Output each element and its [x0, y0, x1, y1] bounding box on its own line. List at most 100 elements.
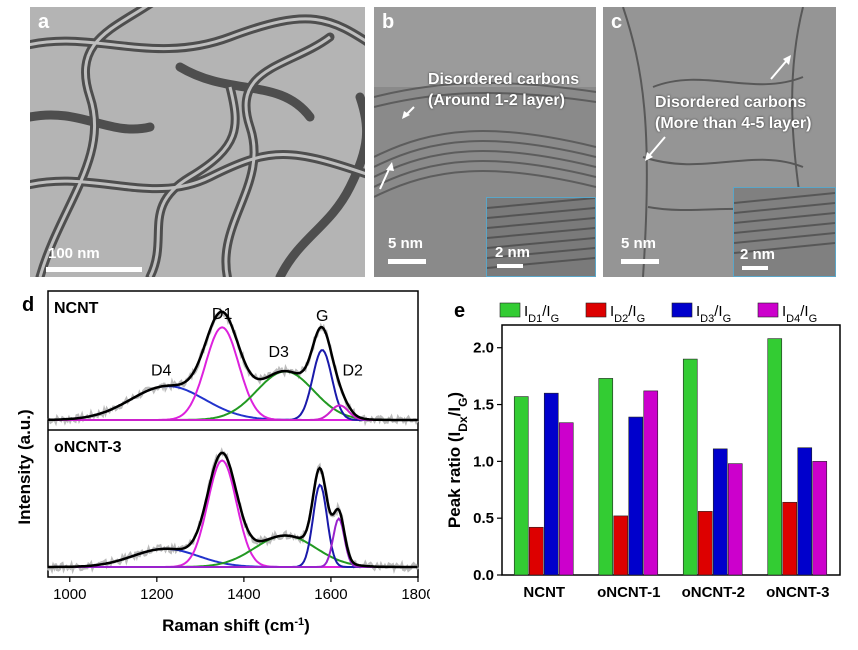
- tem-c-texture: [603, 7, 836, 277]
- bar-ylabel: Peak ratio (IDx/IG): [445, 392, 470, 528]
- bar-ylabel-mid: /I: [445, 407, 464, 416]
- inset-scale-label-b: 2 nm: [495, 244, 531, 261]
- annotation-b: Disordered carbons (Around 1-2 layer): [428, 69, 579, 111]
- panel-label-a: a: [38, 11, 50, 33]
- bar-category-label: oNCNT-1: [597, 584, 660, 601]
- legend-main: I: [782, 303, 786, 320]
- bar-ID4/IG-oNCNT-2: [727, 463, 743, 576]
- bar-ID3/IG-NCNT: [543, 392, 559, 576]
- bar-ID1/IG-oNCNT-1: [598, 378, 614, 576]
- legend-mid: /I: [542, 303, 550, 320]
- bar-ylabel-sub1: Dx: [456, 416, 470, 432]
- bar-ylabel-close: ): [445, 392, 464, 398]
- subplot-label: NCNT: [54, 300, 99, 317]
- bar-ID1/IG-oNCNT-3: [767, 338, 783, 576]
- tem-image-c: c Disordered carbons (More than 4-5 laye…: [603, 7, 836, 277]
- raman-xlabel-main: Raman shift (cm: [162, 616, 294, 635]
- raman-xlabel: Raman shift (cm-1): [162, 616, 310, 635]
- raman-xlabel-sup: -1: [294, 616, 304, 628]
- legend-main: I: [524, 303, 528, 320]
- legend-swatch-ID3/IG: [671, 302, 693, 318]
- bar-ID4/IG-NCNT: [558, 422, 574, 576]
- tem-b-texture: [374, 7, 596, 277]
- bar-y-tick-label: 0.5: [473, 510, 494, 527]
- legend-label-ID1/IG: ID1/IG: [524, 303, 559, 325]
- scale-label-a: 100 nm: [48, 245, 100, 262]
- panel-label-e: e: [454, 300, 465, 322]
- bar-ID3/IG-oNCNT-1: [628, 416, 644, 576]
- bar-y-tick-label: 1.5: [473, 397, 494, 414]
- bar-legend: ID1/IG ID2/IG ID3/IG ID4/IG: [499, 302, 817, 325]
- scale-bar-a: [46, 267, 142, 272]
- bar-category-label: oNCNT-3: [766, 584, 829, 601]
- bar-ID4/IG-oNCNT-3: [812, 461, 828, 576]
- peak-ratio-chart: e ID1/IG ID2/IG ID3/IG ID4/IG 0.00.51.01.52…: [445, 300, 841, 601]
- legend-mid: /I: [800, 303, 808, 320]
- scale-bar-b: [388, 259, 426, 264]
- annotation-c: Disordered carbons (More than 4-5 layer): [655, 92, 811, 134]
- legend-swatch-ID4/IG: [757, 302, 779, 318]
- legend-sub1: D4: [786, 313, 800, 325]
- raman-frame: [47, 290, 419, 578]
- legend-main: I: [696, 303, 700, 320]
- bar-ID1/IG-oNCNT-2: [682, 358, 698, 576]
- fit-NCNT: [48, 310, 418, 422]
- bar-y-tick-label: 2.0: [473, 340, 494, 357]
- peak-label-D3: D3: [268, 344, 289, 361]
- raman-plot-area: 1000 1200 1400 1600 1800 NCNT oNCNT-3 D4 D1 D3 G D2: [46, 290, 430, 603]
- annotation-b-line2: (Around 1-2 layer): [428, 92, 565, 109]
- tem-image-b: b Disordered carbons (Around 1-2 layer) …: [374, 7, 596, 277]
- raman-xlabel-close: ): [304, 616, 310, 635]
- legend-label-ID4/IG: ID4/IG: [782, 303, 817, 325]
- inset-c-texture: [734, 192, 835, 254]
- raman-chart: d 1000 1200 1400 1600 1800 NCNT oNCNT-3 D4 D1 D3 G…: [15, 290, 430, 635]
- bar-category-label: oNCNT-2: [682, 584, 745, 601]
- legend-sub2: G: [637, 313, 646, 325]
- scale-bar-c: [621, 259, 659, 264]
- scale-label-c: 5 nm: [621, 235, 657, 252]
- bar-y-tick-label: 0.0: [473, 567, 494, 584]
- legend-mid: /I: [714, 303, 722, 320]
- bar-ID1/IG-NCNT: [513, 396, 529, 576]
- bar-ylabel-sub2: G: [456, 398, 470, 407]
- inset-c: 2 nm: [733, 187, 836, 277]
- legend-swatch-ID1/IG: [499, 302, 521, 318]
- bar-ID2/IG-oNCNT-1: [613, 515, 629, 576]
- inset-scale-bar-c: [742, 266, 768, 270]
- peak-D2-oNCNT-3: [48, 516, 418, 568]
- raman-x-tick-label: 1800: [401, 586, 430, 603]
- bar-category-label: NCNT: [523, 584, 565, 601]
- bar-plot-area: 0.0 0.5 1.0 1.5 2.0 NCNT oNCNT-1 oNCNT-2 oNCNT-3: [473, 324, 841, 601]
- annotation-c-line2: (More than 4-5 layer): [655, 115, 812, 132]
- bar-ylabel-main: Peak ratio (I: [445, 432, 464, 528]
- raman-x-tick-label: 1600: [314, 586, 347, 603]
- raman-x-tick-label: 1400: [227, 586, 260, 603]
- arrows-b: [379, 106, 415, 190]
- panel-label-d: d: [22, 294, 34, 316]
- scale-label-b: 5 nm: [388, 235, 424, 252]
- legend-swatch-ID2/IG: [585, 302, 607, 318]
- legend-sub2: G: [809, 313, 818, 325]
- peak-label-D4: D4: [151, 362, 172, 379]
- bar-ID2/IG-NCNT: [528, 526, 544, 576]
- peak-label-D2: D2: [342, 362, 363, 379]
- inset-scale-label-c: 2 nm: [740, 246, 776, 263]
- inset-scale-bar-b: [497, 264, 523, 268]
- tem-image-a: a 100 nm: [30, 7, 365, 277]
- bar-frame: [501, 324, 841, 576]
- subplot-label: oNCNT-3: [54, 439, 122, 456]
- bar-ID3/IG-oNCNT-3: [797, 447, 813, 576]
- raman-x-tick-label: 1200: [140, 586, 173, 603]
- bar-y-tick-label: 1.0: [473, 453, 494, 470]
- peak-D2-NCNT: [48, 404, 418, 421]
- raman-x-tick-label: 1000: [53, 586, 86, 603]
- legend-main: I: [610, 303, 614, 320]
- legend-label-ID3/IG: ID3/IG: [696, 303, 731, 325]
- legend-sub2: G: [723, 313, 732, 325]
- bar-ID2/IG-oNCNT-2: [697, 511, 713, 576]
- legend-sub2: G: [551, 313, 560, 325]
- fit-oNCNT-3: [48, 451, 418, 569]
- bar-ID4/IG-oNCNT-1: [643, 390, 659, 576]
- annotation-c-line1: Disordered carbons: [655, 94, 807, 111]
